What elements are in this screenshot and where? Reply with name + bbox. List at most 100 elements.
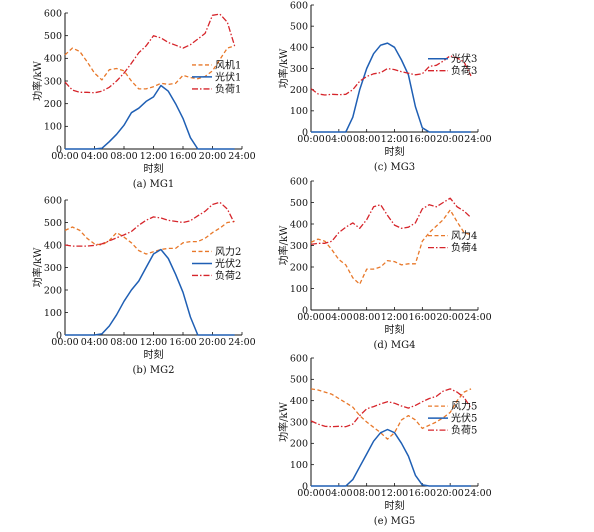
y-tick-label: 0 xyxy=(302,305,308,316)
chart-caption: (d) MG4 xyxy=(374,340,416,351)
x-axis-label: 时刻 xyxy=(385,323,405,336)
y-tick-label: 300 xyxy=(44,263,62,274)
y-tick-label: 600 xyxy=(44,195,62,206)
x-tick-label: 04:00 xyxy=(81,337,108,348)
y-tick-label: 100 xyxy=(44,308,62,319)
y-tick-label: 0 xyxy=(56,144,62,155)
y-tick-label: 400 xyxy=(290,43,308,54)
y-tick-label: 300 xyxy=(44,76,62,87)
chart-caption: (c) MG3 xyxy=(374,162,415,173)
y-tick-label: 500 xyxy=(290,375,308,386)
y-tick-label: 300 xyxy=(290,241,308,252)
legend-label: 负荷1 xyxy=(215,82,241,95)
x-tick-label: 20:00 xyxy=(436,312,463,323)
y-tick-label: 200 xyxy=(290,262,308,273)
x-tick-label: 24:00 xyxy=(228,337,255,348)
legend-label: 风机1 xyxy=(215,58,241,71)
x-tick-label: 24:00 xyxy=(228,151,255,162)
x-tick-label: 00:00 xyxy=(51,151,78,162)
series-line-wind xyxy=(64,220,235,255)
x-tick-label: 12:00 xyxy=(381,312,408,323)
x-tick-label: 12:00 xyxy=(140,151,167,162)
x-tick-label: 16:00 xyxy=(169,337,196,348)
x-tick-label: 20:00 xyxy=(199,337,226,348)
x-tick-label: 08:00 xyxy=(353,312,380,323)
legend-label: 风力2 xyxy=(215,245,241,258)
y-axis-label: 功率/kW xyxy=(277,48,290,88)
y-axis-label: 功率/kW xyxy=(277,225,290,265)
y-tick-label: 600 xyxy=(290,353,308,364)
series-line-wind xyxy=(310,209,472,285)
x-tick-label: 00:00 xyxy=(297,488,324,499)
x-tick-label: 08:00 xyxy=(353,488,380,499)
y-tick-label: 500 xyxy=(44,218,62,229)
chart-mg3: 0 100 200 300 400 500 600 00:00 04:00 08:00 12:00 1… xyxy=(277,0,492,173)
y-tick-label: 200 xyxy=(44,99,62,110)
y-tick-label: 500 xyxy=(44,31,62,42)
legend-label: 光伏3 xyxy=(451,52,477,65)
y-tick-label: 0 xyxy=(56,330,62,341)
chart-caption: (e) MG5 xyxy=(374,516,416,527)
series-line-load xyxy=(64,201,236,247)
x-tick-label: 24:00 xyxy=(464,312,491,323)
y-axis-label: 功率/kW xyxy=(277,401,290,441)
y-tick-label: 0 xyxy=(302,481,308,492)
x-tick-label: 20:00 xyxy=(436,134,463,145)
x-tick-label: 12:00 xyxy=(140,337,167,348)
x-tick-label: 08:00 xyxy=(110,337,137,348)
x-axis-label: 时刻 xyxy=(144,348,164,361)
series-line-wind xyxy=(64,45,235,90)
x-tick-label: 00:00 xyxy=(297,134,324,145)
y-tick-label: 100 xyxy=(290,460,308,471)
legend-label: 光伏1 xyxy=(215,70,241,83)
y-tick-label: 200 xyxy=(290,85,308,96)
y-tick-label: 100 xyxy=(290,106,308,117)
legend-label: 光伏5 xyxy=(451,412,477,425)
series-line-pv xyxy=(311,42,471,133)
series-line-pv xyxy=(65,84,235,150)
y-tick-label: 400 xyxy=(44,240,62,251)
y-tick-label: 200 xyxy=(44,285,62,296)
y-tick-label: 100 xyxy=(290,284,308,295)
y-axis-label: 功率/kW xyxy=(31,60,44,100)
legend-label: 光伏2 xyxy=(215,257,241,270)
legend-label: 风力4 xyxy=(451,229,477,242)
x-tick-label: 08:00 xyxy=(353,134,380,145)
y-tick-label: 600 xyxy=(290,0,308,11)
y-tick-label: 400 xyxy=(290,219,308,230)
y-tick-label: 200 xyxy=(290,439,308,450)
legend-label: 负荷2 xyxy=(215,269,241,282)
series-line-pv xyxy=(65,248,235,336)
chart-mg1: 0 100 200 300 400 500 600 00:00 04:00 08:00 12:00 1… xyxy=(31,8,256,190)
series-line-wind xyxy=(310,388,472,440)
x-tick-label: 16:00 xyxy=(409,134,436,145)
x-tick-label: 16:00 xyxy=(409,488,436,499)
y-tick-label: 300 xyxy=(290,417,308,428)
x-tick-label: 12:00 xyxy=(381,488,408,499)
series-line-load xyxy=(310,55,472,96)
x-tick-label: 00:00 xyxy=(297,312,324,323)
y-tick-label: 0 xyxy=(302,127,308,138)
x-axis-label: 时刻 xyxy=(385,499,405,512)
x-tick-label: 04:00 xyxy=(325,312,352,323)
x-tick-label: 20:00 xyxy=(436,488,463,499)
series-line-load xyxy=(310,388,472,428)
x-tick-label: 24:00 xyxy=(464,488,491,499)
x-tick-label: 08:00 xyxy=(110,151,137,162)
x-axis-label: 时刻 xyxy=(385,145,405,158)
x-tick-label: 16:00 xyxy=(169,151,196,162)
y-tick-label: 400 xyxy=(290,396,308,407)
x-tick-label: 04:00 xyxy=(325,134,352,145)
y-tick-label: 300 xyxy=(290,64,308,75)
y-tick-label: 500 xyxy=(290,21,308,32)
legend-label: 负荷4 xyxy=(451,241,477,254)
legend-label: 负荷3 xyxy=(451,64,477,77)
series-line-pv xyxy=(311,428,471,487)
y-tick-label: 600 xyxy=(44,8,62,19)
x-axis-label: 时刻 xyxy=(144,162,164,175)
x-tick-label: 00:00 xyxy=(51,337,78,348)
x-tick-label: 16:00 xyxy=(409,312,436,323)
series-line-load xyxy=(310,197,472,246)
chart-mg4: 0 100 200 300 400 500 600 00:00 04:00 08:00 12:00 1… xyxy=(277,176,492,351)
